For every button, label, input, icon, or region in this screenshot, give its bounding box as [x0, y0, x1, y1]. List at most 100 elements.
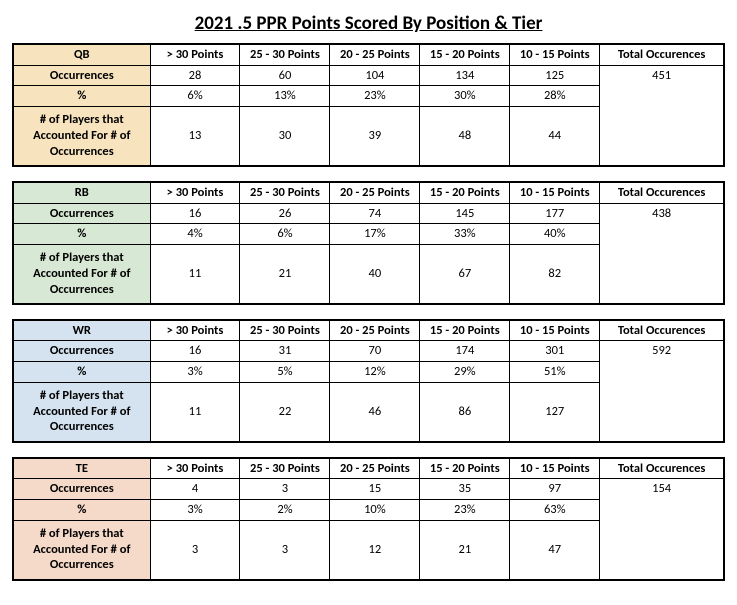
- col-header: 20 - 25 Points: [330, 458, 420, 479]
- col-header: > 30 Points: [150, 458, 240, 479]
- cell-occurrences: 74: [330, 203, 420, 224]
- cell-players: 47: [510, 520, 600, 580]
- cell-players: 11: [150, 244, 240, 304]
- col-header: 15 - 20 Points: [420, 182, 510, 203]
- cell-pct: 5%: [240, 362, 330, 383]
- total-header: Total Occurences: [600, 182, 724, 203]
- row-label-occurrences: Occurrences: [13, 479, 150, 500]
- cell-occurrences: 145: [420, 203, 510, 224]
- cell-occurrences: 70: [330, 341, 420, 362]
- col-header: 15 - 20 Points: [420, 320, 510, 341]
- col-header: > 30 Points: [150, 182, 240, 203]
- row-label-occurrences: Occurrences: [13, 341, 150, 362]
- cell-pct: 51%: [510, 362, 600, 383]
- row-label-occurrences: Occurrences: [13, 65, 150, 86]
- cell-players: 127: [510, 382, 600, 442]
- cell-players: 22: [240, 382, 330, 442]
- row-label-pct: %: [13, 499, 150, 520]
- cell-players: 11: [150, 382, 240, 442]
- cell-players: 13: [150, 106, 240, 166]
- cell-occurrences: 28: [150, 65, 240, 86]
- cell-players: 3: [150, 520, 240, 580]
- cell-occurrences: 301: [510, 341, 600, 362]
- cell-occurrences: 16: [150, 203, 240, 224]
- cell-occurrences: 134: [420, 65, 510, 86]
- col-header: 20 - 25 Points: [330, 44, 420, 65]
- cell-occurrences: 26: [240, 203, 330, 224]
- col-header: 25 - 30 Points: [240, 458, 330, 479]
- cell-pct: 33%: [420, 224, 510, 245]
- position-header: TE: [13, 458, 150, 479]
- cell-pct: 63%: [510, 499, 600, 520]
- col-header: > 30 Points: [150, 320, 240, 341]
- cell-occurrences: 3: [240, 479, 330, 500]
- position-header: WR: [13, 320, 150, 341]
- row-label-players: # of Players that Accounted For # of Occ…: [13, 244, 150, 304]
- cell-occurrences: 104: [330, 65, 420, 86]
- cell-occurrences: 97: [510, 479, 600, 500]
- cell-pct: 2%: [240, 499, 330, 520]
- cell-players: 40: [330, 244, 420, 304]
- cell-pct: 13%: [240, 86, 330, 107]
- cell-pct: 6%: [240, 224, 330, 245]
- total-header: Total Occurences: [600, 458, 724, 479]
- cell-players: 46: [330, 382, 420, 442]
- cell-total: 592: [600, 341, 724, 442]
- cell-pct: 40%: [510, 224, 600, 245]
- total-header: Total Occurences: [600, 44, 724, 65]
- col-header: 25 - 30 Points: [240, 320, 330, 341]
- cell-pct: 17%: [330, 224, 420, 245]
- cell-players: 48: [420, 106, 510, 166]
- page-title: 2021 .5 PPR Points Scored By Position & …: [12, 12, 725, 35]
- position-header: QB: [13, 44, 150, 65]
- cell-pct: 10%: [330, 499, 420, 520]
- col-header: 15 - 20 Points: [420, 458, 510, 479]
- cell-occurrences: 174: [420, 341, 510, 362]
- tables-container: QB> 30 Points25 - 30 Points20 - 25 Point…: [12, 43, 725, 581]
- cell-occurrences: 4: [150, 479, 240, 500]
- cell-pct: 23%: [420, 499, 510, 520]
- cell-occurrences: 15: [330, 479, 420, 500]
- col-header: > 30 Points: [150, 44, 240, 65]
- col-header: 25 - 30 Points: [240, 44, 330, 65]
- cell-players: 44: [510, 106, 600, 166]
- cell-occurrences: 31: [240, 341, 330, 362]
- position-header: RB: [13, 182, 150, 203]
- row-label-players: # of Players that Accounted For # of Occ…: [13, 382, 150, 442]
- cell-pct: 30%: [420, 86, 510, 107]
- cell-pct: 23%: [330, 86, 420, 107]
- col-header: 20 - 25 Points: [330, 182, 420, 203]
- col-header: 15 - 20 Points: [420, 44, 510, 65]
- cell-pct: 28%: [510, 86, 600, 107]
- cell-players: 39: [330, 106, 420, 166]
- cell-occurrences: 35: [420, 479, 510, 500]
- cell-players: 12: [330, 520, 420, 580]
- row-label-pct: %: [13, 86, 150, 107]
- row-label-pct: %: [13, 224, 150, 245]
- row-label-pct: %: [13, 362, 150, 383]
- cell-pct: 29%: [420, 362, 510, 383]
- col-header: 10 - 15 Points: [510, 182, 600, 203]
- table-qb: QB> 30 Points25 - 30 Points20 - 25 Point…: [12, 43, 725, 167]
- row-label-occurrences: Occurrences: [13, 203, 150, 224]
- cell-occurrences: 60: [240, 65, 330, 86]
- row-label-players: # of Players that Accounted For # of Occ…: [13, 520, 150, 580]
- cell-players: 21: [420, 520, 510, 580]
- table-te: TE> 30 Points25 - 30 Points20 - 25 Point…: [12, 457, 725, 581]
- cell-pct: 3%: [150, 499, 240, 520]
- table-wr: WR> 30 Points25 - 30 Points20 - 25 Point…: [12, 319, 725, 443]
- cell-players: 82: [510, 244, 600, 304]
- col-header: 10 - 15 Points: [510, 320, 600, 341]
- cell-players: 30: [240, 106, 330, 166]
- cell-pct: 12%: [330, 362, 420, 383]
- cell-players: 86: [420, 382, 510, 442]
- cell-occurrences: 16: [150, 341, 240, 362]
- table-rb: RB> 30 Points25 - 30 Points20 - 25 Point…: [12, 181, 725, 305]
- cell-players: 67: [420, 244, 510, 304]
- row-label-players: # of Players that Accounted For # of Occ…: [13, 106, 150, 166]
- cell-occurrences: 125: [510, 65, 600, 86]
- col-header: 25 - 30 Points: [240, 182, 330, 203]
- cell-total: 438: [600, 203, 724, 304]
- cell-players: 21: [240, 244, 330, 304]
- cell-pct: 3%: [150, 362, 240, 383]
